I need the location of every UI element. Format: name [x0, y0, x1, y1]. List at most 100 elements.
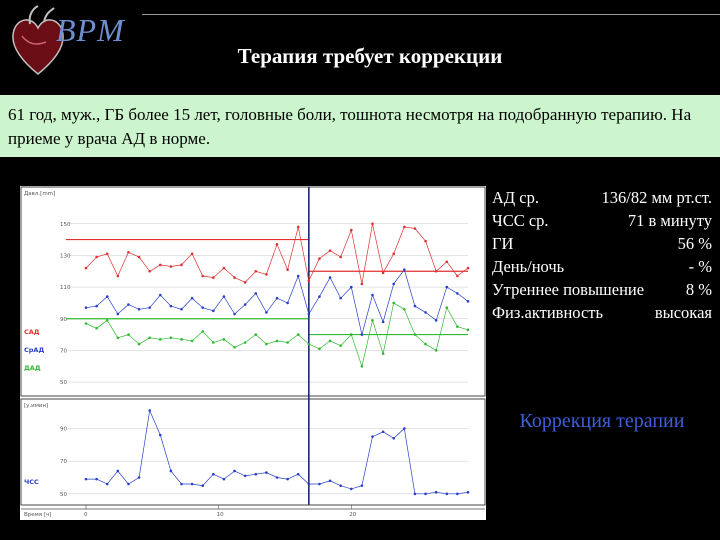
- srad-point: [296, 274, 300, 278]
- dad-point: [466, 328, 470, 332]
- hr-point: [105, 482, 109, 486]
- srad-point: [413, 304, 417, 308]
- srad-point: [466, 300, 470, 303]
- abpm-chart-svg: 50 70 90 110 130 150 50 70 90 0 10 20 Давл.[mm] [у.им…: [20, 186, 486, 518]
- sad-point: [265, 273, 268, 276]
- dad-point: [222, 338, 226, 341]
- sad-point: [127, 250, 130, 254]
- dad-point: [445, 306, 449, 309]
- sad-point: [424, 239, 427, 243]
- srad-point: [127, 303, 130, 306]
- bp-legend-entry: САД: [24, 328, 40, 336]
- hr-y-axis-label: [у.имин]: [24, 403, 48, 409]
- srad-point: [318, 295, 321, 298]
- sad-point: [148, 269, 151, 273]
- srad-point: [392, 282, 396, 286]
- hr-y-tick-label: 90: [60, 427, 67, 433]
- dad-point: [233, 345, 236, 349]
- hr-point: [233, 469, 236, 473]
- bp-panel-frame: [20, 186, 486, 397]
- x-axis-label: Время [ч]: [24, 512, 51, 518]
- srad-point: [265, 311, 268, 314]
- bp-legend-entry: ДАД: [24, 364, 41, 372]
- stat-value: 71 в минуту: [627, 211, 712, 230]
- srad-point: [243, 303, 247, 306]
- srad-point: [212, 309, 215, 313]
- srad-point: [445, 285, 449, 289]
- dad-point: [296, 333, 300, 336]
- hr-point: [413, 492, 417, 496]
- dad-point: [95, 326, 98, 330]
- hr-point: [339, 484, 342, 487]
- stat-value: 136/82 мм рт.ст.: [601, 188, 712, 207]
- dad-point: [307, 342, 311, 346]
- dad-point: [148, 336, 151, 340]
- header-rule: [142, 14, 720, 15]
- srad-point: [233, 312, 236, 316]
- dad-point: [403, 307, 406, 311]
- srad-point: [381, 320, 385, 324]
- hr-point: [360, 484, 364, 487]
- hr-point: [212, 472, 215, 476]
- srad-point: [105, 295, 109, 298]
- hr-point: [392, 437, 396, 440]
- dad-point: [212, 341, 215, 344]
- hr-point: [371, 435, 374, 438]
- hr-point: [254, 472, 258, 476]
- stat-row-gi: ГИ 56 %: [492, 232, 712, 255]
- sad-point: [339, 255, 342, 259]
- srad-point: [95, 304, 98, 308]
- sad-point: [456, 274, 459, 278]
- hr-point: [201, 484, 205, 487]
- dad-point: [158, 338, 162, 341]
- stat-label: День/ночь: [492, 257, 565, 276]
- hr-point: [445, 492, 449, 496]
- hr-y-tick-label: 50: [60, 492, 67, 498]
- stat-value: высокая: [654, 303, 712, 322]
- srad-point: [222, 295, 226, 298]
- hr-panel-frame: [20, 398, 486, 506]
- dad-point: [137, 342, 141, 346]
- srad-point: [456, 292, 459, 295]
- srad-point: [137, 307, 141, 311]
- dad-point: [201, 330, 205, 333]
- dad-point: [254, 333, 258, 336]
- hr-point: [403, 427, 406, 430]
- hr-point: [307, 482, 311, 486]
- srad-point: [307, 312, 311, 316]
- srad-point: [180, 307, 183, 311]
- dad-point: [381, 352, 385, 355]
- bp-y-tick-label: 50: [60, 380, 67, 386]
- case-box: [0, 95, 720, 157]
- sad-point: [105, 252, 109, 256]
- stat-row-activity: Физ.активность высокая: [492, 301, 712, 324]
- stat-label: ЧСС ср.: [492, 211, 549, 230]
- hr-point: [265, 471, 268, 474]
- srad-point: [371, 293, 374, 297]
- sad-point: [222, 266, 226, 270]
- bp-y-tick-label: 150: [60, 222, 71, 228]
- srad-point: [84, 306, 88, 309]
- dad-point: [371, 319, 374, 322]
- sad-point: [158, 263, 162, 267]
- hr-point: [84, 477, 88, 481]
- hr-point: [349, 487, 353, 491]
- srad-point: [275, 296, 279, 300]
- heart-icon: [12, 5, 64, 75]
- hr-y-tick-label: 70: [60, 459, 67, 465]
- srad-point: [201, 306, 205, 309]
- stat-row-hr: ЧСС ср. 71 в минуту: [492, 209, 712, 232]
- sad-point: [296, 225, 300, 229]
- dad-point: [318, 347, 321, 351]
- hr-point: [180, 482, 183, 486]
- bp-legend-entry: СрАД: [24, 346, 44, 354]
- hr-point: [328, 479, 332, 483]
- dad-point: [127, 333, 130, 336]
- sad-point: [233, 276, 236, 279]
- hr-point: [286, 477, 289, 481]
- hr-line: [86, 409, 469, 495]
- hr-point: [158, 433, 162, 437]
- srad-point: [339, 296, 342, 300]
- hr-point: [190, 482, 194, 486]
- hr-point: [466, 490, 470, 494]
